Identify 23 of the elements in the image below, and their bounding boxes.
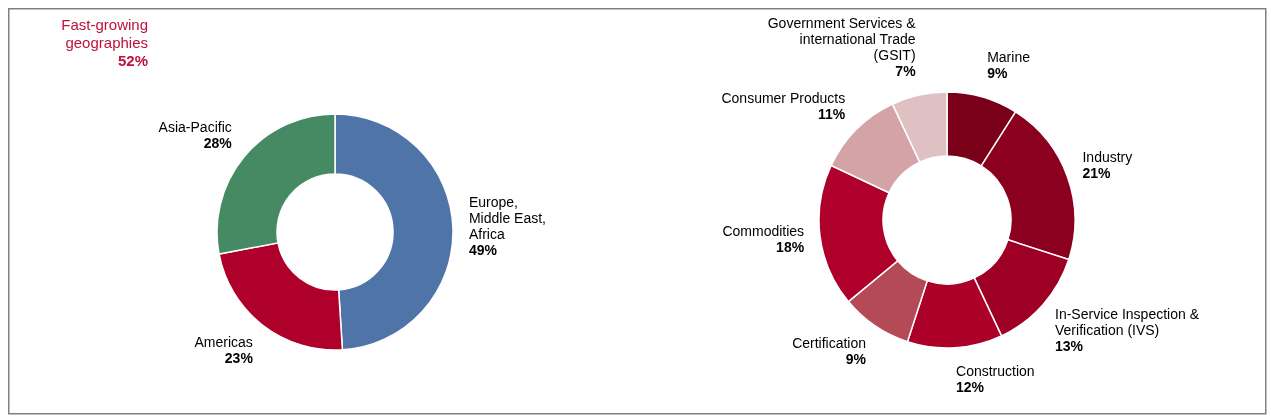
data-label: 11% [817, 105, 846, 122]
slice-label: Americas [194, 333, 253, 350]
data-label: 12% [956, 378, 985, 395]
text: Fast-growing geographies 52% [61, 16, 148, 69]
slice-label: Construction [956, 362, 1035, 379]
data-label: 7% [895, 63, 917, 80]
data-label: 18% [776, 239, 805, 256]
slice-label: Europe, Middle East, Africa [468, 193, 546, 242]
data-label: 13% [1055, 338, 1084, 355]
data-label: 21% [1082, 164, 1112, 181]
slice-label: Commodities [722, 223, 805, 240]
data-label: 28% [203, 135, 233, 152]
data-label: 9% [987, 65, 1008, 82]
data-label: 9% [845, 351, 867, 368]
data-label: 23% [224, 349, 254, 366]
slice-label: Asia-Pacific [158, 119, 232, 136]
slice-label: In-Service Inspection & Verification (IVS) [1055, 306, 1200, 339]
slice-label: Certification [792, 335, 867, 352]
slice-label: Government Services & international Trade (GSIT) [767, 15, 917, 64]
data-label: 49% [468, 241, 498, 258]
slice-label: Industry [1082, 148, 1133, 165]
slice-label: Consumer Products [721, 89, 846, 106]
slice-label: Marine [987, 49, 1031, 66]
